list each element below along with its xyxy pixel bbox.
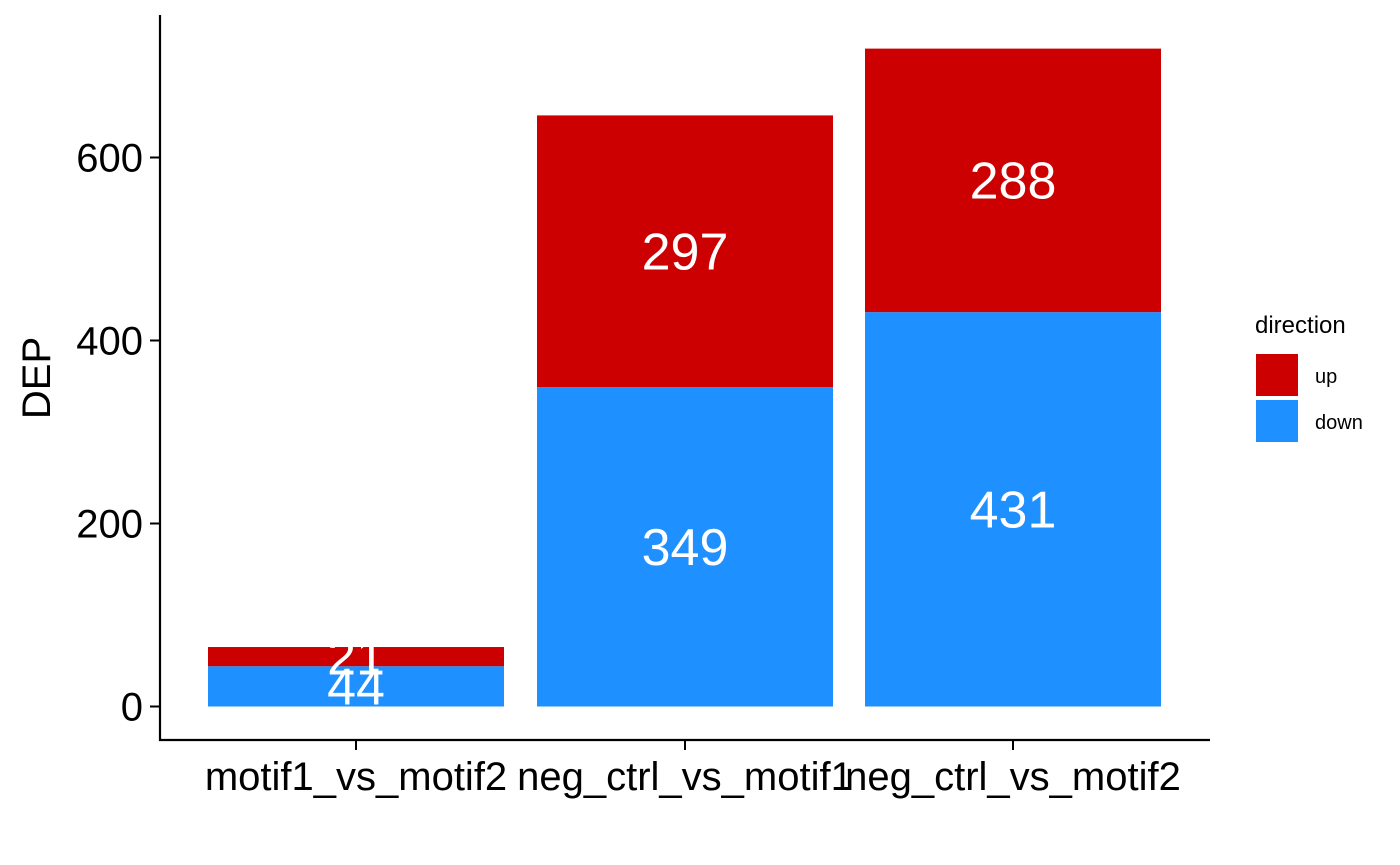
legend-label-down: down	[1315, 412, 1363, 434]
y-tick-label: 200	[76, 503, 143, 547]
bar-segment-down-3	[865, 312, 1161, 707]
bar-value-label-up-2: 297	[642, 223, 729, 281]
legend-title: direction	[1255, 312, 1346, 339]
bar-value-label-up-1: 21	[327, 629, 385, 687]
x-tick-label: neg_ctrl_vs_motif2	[845, 755, 1181, 799]
y-tick-label: 600	[76, 137, 143, 181]
bar-value-label-down-3: 431	[970, 481, 1057, 539]
bar-value-label-down-2: 349	[642, 519, 729, 577]
x-tick-label: neg_ctrl_vs_motif1	[517, 755, 853, 799]
bar-segment-down-2	[537, 387, 833, 707]
bar-segment-down-1	[208, 666, 504, 707]
bar-segment-up-1	[208, 647, 504, 667]
y-tick-label: 400	[76, 320, 143, 364]
y-tick-label: 0	[121, 686, 143, 730]
bars-layer	[208, 48, 1161, 707]
bar-segment-up-2	[537, 115, 833, 388]
y-ticks-layer: 0 200 400 600	[76, 137, 160, 730]
legend-key-up	[1256, 354, 1298, 396]
legend-label-up: up	[1315, 366, 1337, 388]
bar-segment-up-3	[865, 48, 1161, 313]
bar-value-label-up-3: 288	[970, 152, 1057, 210]
x-tick-label: motif1_vs_motif2	[205, 755, 507, 799]
bar-value-label-down-1: 44	[327, 658, 385, 716]
y-axis-title: DEP	[15, 337, 59, 419]
legend: direction up down	[1255, 312, 1363, 442]
legend-key-down	[1256, 400, 1298, 442]
x-ticks-layer: motif1_vs_motif2 neg_ctrl_vs_motif1neg_ct…	[205, 740, 1181, 799]
